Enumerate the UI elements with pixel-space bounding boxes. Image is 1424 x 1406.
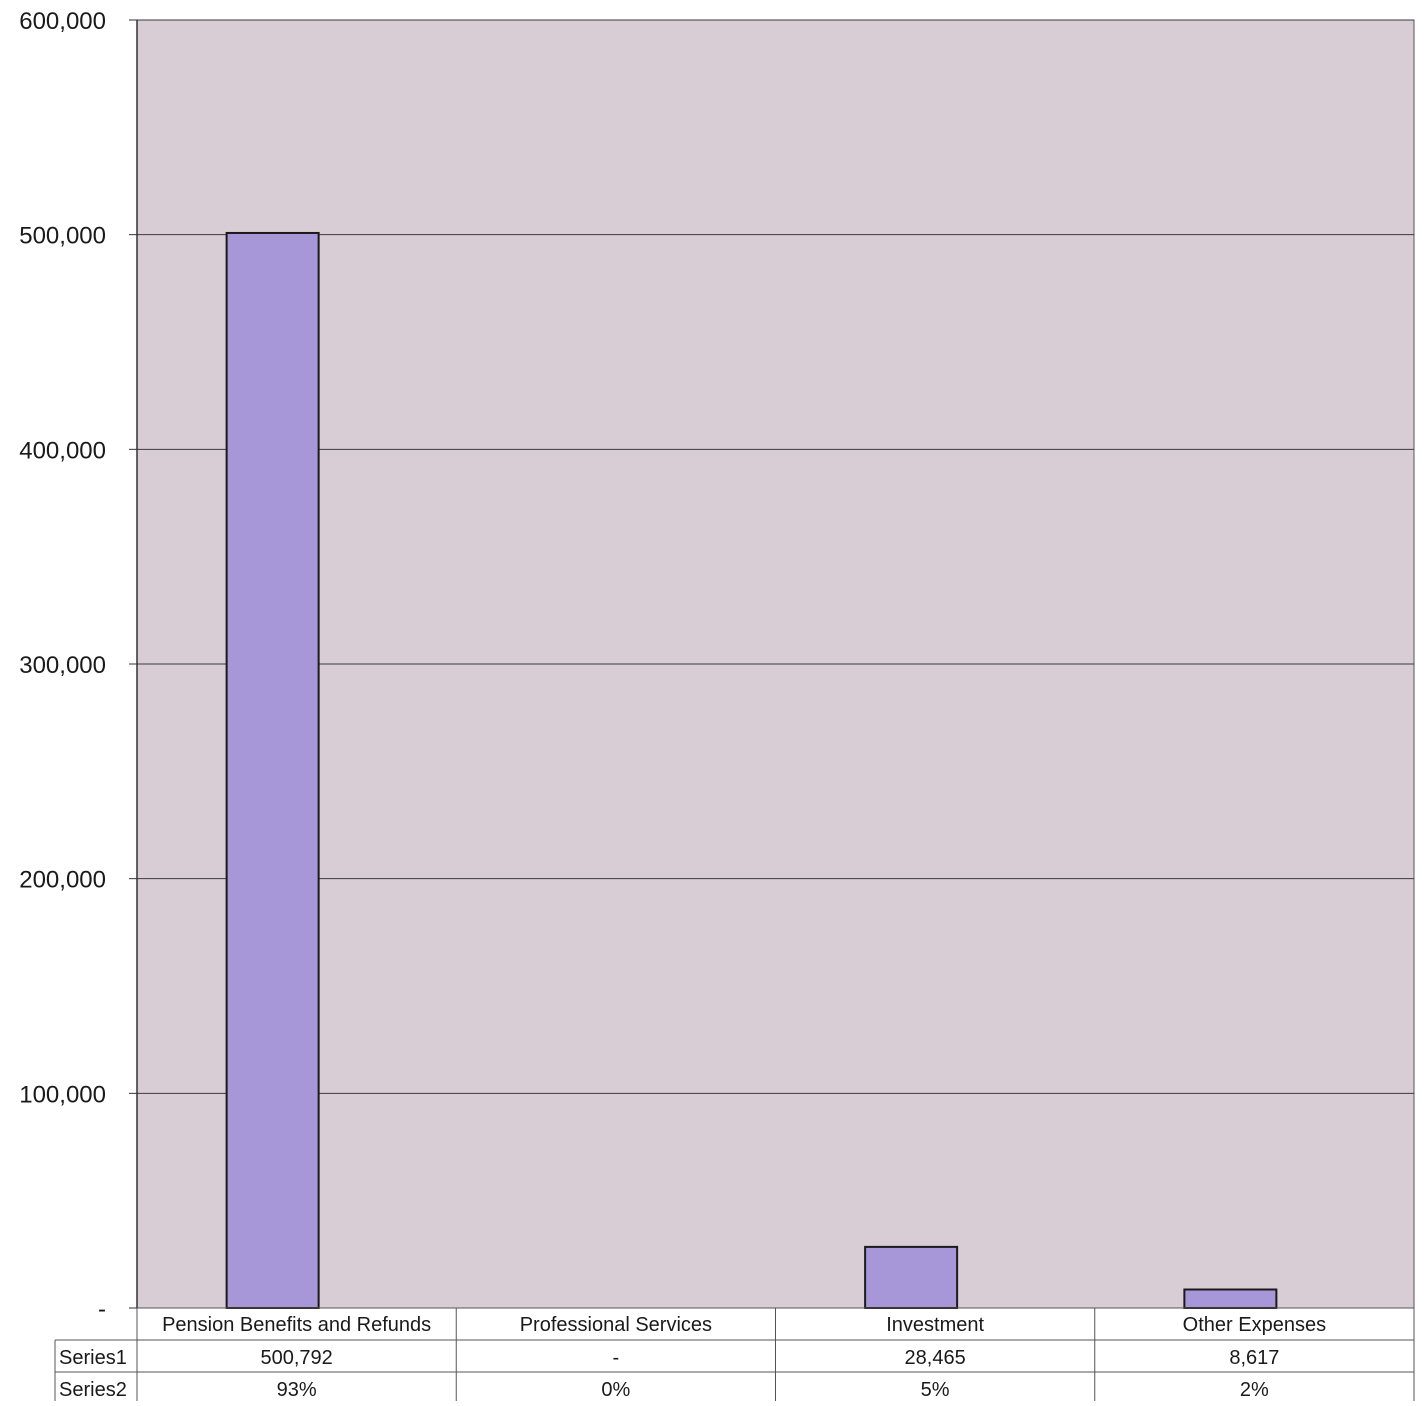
bar xyxy=(225,231,320,1309)
y-tick-label: 300,000 xyxy=(19,652,106,679)
data-label: 8,617 xyxy=(1229,1347,1279,1369)
category-label: Other Expenses xyxy=(1183,1314,1326,1336)
bar xyxy=(1183,1288,1278,1310)
data-label: - xyxy=(613,1347,620,1369)
y-axis: - 100,000 200,000 300,000 400,000 500,000 600,… xyxy=(19,8,138,1323)
data-label: 93% xyxy=(277,1379,317,1401)
category-label: Investment xyxy=(886,1314,984,1336)
bar xyxy=(864,1245,959,1310)
table-row-label: Series2 xyxy=(59,1379,127,1401)
category-label: Professional Services xyxy=(520,1314,712,1336)
table-row-label: Series1 xyxy=(59,1347,127,1369)
y-tick-label: 600,000 xyxy=(19,8,106,35)
y-tick-label: 100,000 xyxy=(19,1081,106,1108)
y-tick-label: 200,000 xyxy=(19,867,106,894)
bars xyxy=(225,231,1278,1310)
data-label: 5% xyxy=(921,1379,950,1401)
category-label: Pension Benefits and Refunds xyxy=(162,1314,431,1336)
data-label: 0% xyxy=(601,1379,630,1401)
y-tick-label: 400,000 xyxy=(19,437,106,464)
y-tick-label: - xyxy=(98,1296,106,1323)
y-tick-label: 500,000 xyxy=(19,223,106,250)
data-table: Pension Benefits and Refunds Professional… xyxy=(54,1307,1415,1401)
data-label: 2% xyxy=(1240,1379,1269,1401)
data-label: 500,792 xyxy=(260,1347,332,1369)
data-label: 28,465 xyxy=(905,1347,966,1369)
gridlines xyxy=(137,19,1414,1094)
